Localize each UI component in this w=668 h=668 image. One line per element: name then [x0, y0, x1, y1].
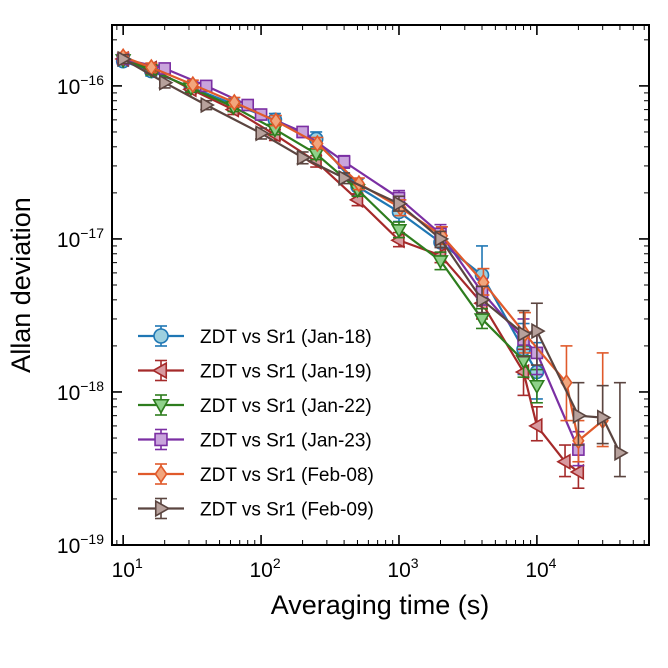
data-point [200, 96, 215, 114]
legend-marker [154, 464, 168, 484]
legend-item: ZDT vs Sr1 (Feb-08) [138, 463, 374, 486]
data-point [528, 417, 543, 435]
legend-label: ZDT vs Sr1 (Jan-19) [200, 362, 372, 383]
x-axis-title: Averaging time (s) [271, 590, 490, 620]
data-point [531, 322, 546, 340]
plot-frame [111, 24, 650, 546]
data-point [311, 134, 324, 153]
data-point [476, 291, 491, 309]
legend: ZDT vs Sr1 (Jan-18) ZDT vs Sr1 (Jan-19) ZD… [138, 325, 374, 521]
legend-marker [151, 361, 168, 380]
y-tick-label: 10−19 [57, 531, 104, 558]
data-point [432, 255, 449, 270]
legend-label: ZDT vs Sr1 (Feb-09) [200, 500, 374, 521]
tick-labels: 101 102 103 104 10−19 10−18 10−17 10−16 [57, 72, 557, 582]
data-point [117, 50, 132, 68]
series-6 [117, 50, 629, 478]
series-layer [114, 47, 629, 490]
series-line [122, 57, 580, 451]
series-line [122, 57, 580, 473]
legend-marker [152, 398, 170, 415]
legend-label: ZDT vs Sr1 (Jan-23) [200, 431, 372, 452]
legend-marker [154, 432, 168, 447]
legend-item: ZDT vs Sr1 (Feb-09) [138, 497, 374, 521]
series-3 [114, 54, 546, 404]
legend-item: ZDT vs Sr1 (Jan-23) [138, 428, 372, 452]
data-point [337, 155, 351, 168]
y-tick-label: 10−18 [57, 378, 104, 405]
data-point [569, 463, 585, 481]
legend-item: ZDT vs Sr1 (Jan-22) [138, 394, 372, 417]
data-point [393, 195, 408, 212]
x-tick-label: 103 [387, 555, 418, 582]
x-tick-label: 101 [112, 555, 143, 582]
data-point [528, 379, 546, 395]
data-point [473, 313, 491, 328]
data-point [572, 407, 588, 424]
legend-marker [153, 328, 169, 344]
legend-label: ZDT vs Sr1 (Feb-08) [200, 465, 374, 486]
legend-label: ZDT vs Sr1 (Jan-18) [200, 327, 372, 348]
data-point [390, 223, 408, 239]
series-line [122, 60, 538, 373]
legend-marker [154, 499, 171, 518]
data-point [255, 125, 270, 142]
data-point [614, 444, 629, 462]
data-point [434, 230, 450, 248]
x-tick-label: 102 [249, 555, 280, 582]
legend-item: ZDT vs Sr1 (Jan-18) [138, 325, 372, 348]
x-tick-label: 104 [525, 555, 556, 582]
legend-item: ZDT vs Sr1 (Jan-19) [138, 359, 372, 383]
data-point [556, 453, 571, 470]
series-2 [114, 50, 585, 490]
data-point [517, 325, 533, 342]
legend-label: ZDT vs Sr1 (Jan-22) [200, 396, 372, 417]
data-point [338, 169, 353, 187]
data-point [186, 75, 199, 94]
series-line [122, 57, 621, 454]
y-tick-label: 10−17 [57, 225, 104, 252]
data-point [159, 74, 174, 91]
y-tick-label: 10−16 [57, 72, 104, 99]
data-point [269, 112, 283, 130]
y-axis-title: Allan deviation [6, 197, 36, 373]
data-point [296, 149, 312, 166]
data-point [597, 409, 612, 426]
data-point [228, 93, 241, 112]
